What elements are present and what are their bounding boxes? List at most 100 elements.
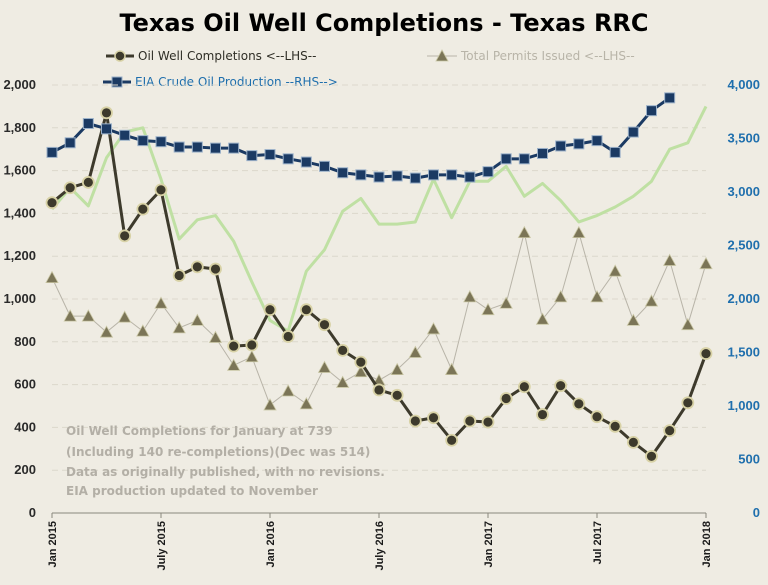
production-point bbox=[264, 149, 276, 161]
completions-point bbox=[118, 229, 132, 243]
permits-point bbox=[136, 324, 150, 337]
permits-point bbox=[299, 397, 314, 410]
permits-point bbox=[317, 360, 332, 373]
annotation-line-2: (Including 140 re-completions)(Dec was 5… bbox=[66, 445, 370, 459]
completions-point bbox=[63, 181, 77, 195]
legend-production-label: EIA Crude Oil Production --RHS--> bbox=[135, 75, 338, 89]
x-tick-label: Jan 2015 bbox=[47, 521, 59, 567]
annotation-line-4: EIA production updated to November bbox=[66, 484, 318, 498]
y-right-tick-label: 1,000 bbox=[727, 398, 760, 413]
completions-point bbox=[499, 392, 513, 405]
permits-point bbox=[154, 296, 168, 309]
completions-point bbox=[445, 433, 459, 447]
completions-point bbox=[481, 415, 495, 429]
y-left-tick-label: 200 bbox=[14, 462, 36, 477]
permits-point bbox=[681, 317, 695, 331]
completions-point bbox=[154, 183, 168, 197]
legend-production-marker bbox=[111, 76, 123, 88]
production-point bbox=[555, 140, 567, 152]
completions-point bbox=[463, 414, 477, 428]
completions-point bbox=[209, 262, 222, 276]
production-point bbox=[46, 146, 58, 158]
permits-point bbox=[117, 310, 132, 323]
production-point bbox=[591, 135, 603, 147]
x-tick-label: July 2016 bbox=[374, 521, 386, 571]
x-tick-label: Jan 2017 bbox=[483, 521, 495, 567]
completions-point bbox=[263, 303, 277, 317]
y-right-tick-label: 2,500 bbox=[727, 238, 760, 253]
completions-point bbox=[408, 414, 422, 428]
production-point bbox=[355, 169, 367, 181]
annotation-line-1: Oil Well Completions for January at 739 bbox=[66, 424, 333, 438]
legend-permits: Total Permits Issued <--LHS-- bbox=[427, 49, 635, 63]
permits-point bbox=[426, 322, 441, 335]
chart-title: Texas Oil Well Completions - Texas RRC bbox=[119, 9, 648, 37]
production-point bbox=[627, 126, 639, 138]
y-right-tick-label: 3,000 bbox=[727, 184, 760, 199]
permits-point bbox=[81, 309, 96, 322]
permits-point bbox=[608, 264, 622, 277]
permits-point bbox=[172, 321, 186, 334]
permits-point bbox=[644, 294, 659, 307]
completions-point bbox=[190, 260, 204, 274]
y-left-tick-label: 600 bbox=[14, 377, 36, 392]
completions-point bbox=[699, 347, 713, 360]
permits-point bbox=[390, 362, 404, 376]
completions-point bbox=[626, 435, 640, 449]
x-tick-label: Jul 2017 bbox=[592, 521, 604, 564]
completions-point bbox=[318, 318, 331, 332]
production-point bbox=[82, 118, 94, 130]
production-point bbox=[391, 170, 403, 182]
legend-permits-marker bbox=[435, 49, 449, 62]
completions-point bbox=[299, 303, 313, 317]
y-right-tick-label: 3,500 bbox=[727, 131, 760, 146]
completions-point bbox=[336, 343, 350, 357]
x-tick-label: Jan 2016 bbox=[265, 521, 277, 567]
y-right-tick-label: 1,500 bbox=[727, 345, 760, 360]
permits-point bbox=[281, 384, 295, 397]
legend-permits-label: Total Permits Issued <--LHS-- bbox=[460, 49, 635, 63]
series bbox=[45, 92, 713, 463]
completions-point bbox=[536, 408, 549, 421]
production-point bbox=[119, 129, 131, 141]
y-left-tick-label: 0 bbox=[29, 505, 36, 520]
permits-point bbox=[463, 290, 477, 303]
production-point bbox=[173, 141, 185, 153]
completions-point bbox=[427, 411, 440, 425]
production-point bbox=[155, 136, 167, 148]
legend-production: EIA Crude Oil Production --RHS--> bbox=[103, 75, 338, 89]
y-left-tick-label: 1,800 bbox=[3, 120, 36, 135]
permits-point bbox=[354, 364, 368, 378]
completions-point bbox=[281, 330, 295, 343]
production-point bbox=[464, 171, 476, 183]
permits-point bbox=[499, 296, 513, 309]
production-point bbox=[337, 167, 349, 179]
y-right-tick-label: 0 bbox=[753, 505, 760, 520]
y-right-tick-label: 2,000 bbox=[727, 291, 760, 306]
annotation-line-3: Data as originally published, with no re… bbox=[66, 465, 385, 479]
completions-point bbox=[227, 339, 241, 353]
permits-point bbox=[208, 330, 223, 343]
production-point bbox=[210, 142, 221, 154]
legend-completions-marker bbox=[114, 50, 126, 62]
production-point bbox=[482, 166, 494, 178]
x-tick-label: Jan 2018 bbox=[701, 521, 713, 567]
permits-point bbox=[626, 313, 641, 326]
y-left-tick-label: 1,400 bbox=[3, 205, 36, 220]
grid bbox=[52, 84, 706, 471]
completions-point bbox=[517, 380, 531, 394]
production-point bbox=[664, 92, 676, 104]
y-left-tick-label: 400 bbox=[14, 419, 36, 434]
completions-point bbox=[354, 355, 368, 369]
production-point bbox=[137, 135, 149, 147]
production-point bbox=[428, 169, 439, 181]
production-point bbox=[228, 142, 240, 154]
completions-series-line bbox=[51, 111, 708, 458]
legend: Oil Well Completions <--LHS-- Total Perm… bbox=[103, 49, 635, 89]
production-point bbox=[101, 123, 112, 135]
permits-point bbox=[190, 313, 205, 326]
permits-point bbox=[226, 358, 241, 371]
production-point bbox=[300, 156, 312, 168]
legend-completions-label: Oil Well Completions <--LHS-- bbox=[138, 49, 316, 63]
